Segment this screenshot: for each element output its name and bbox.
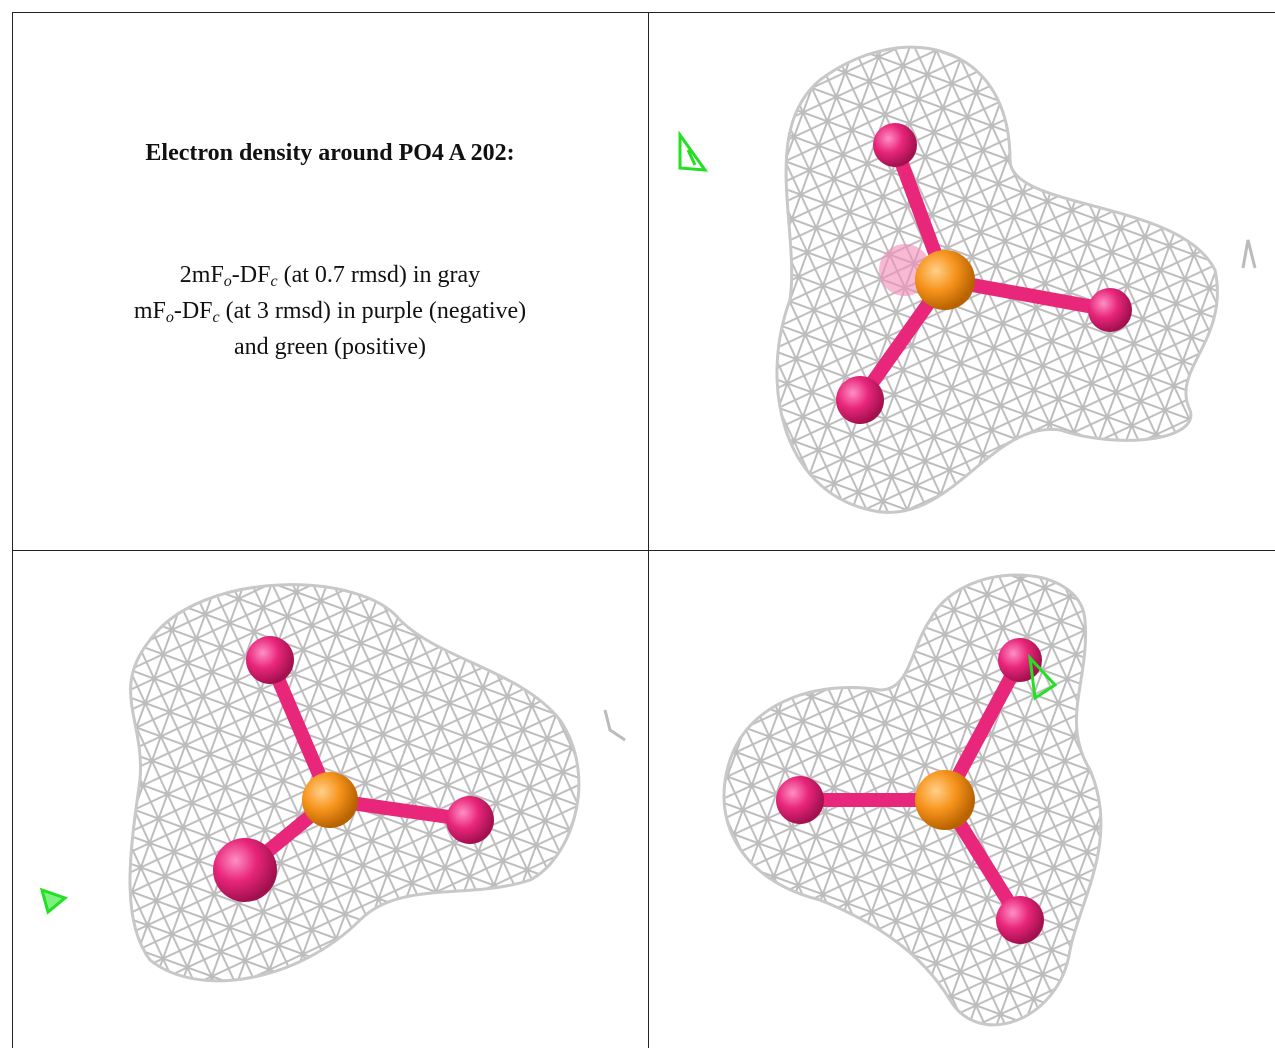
oxygen-atom — [776, 776, 824, 824]
positive-density — [1027, 653, 1058, 701]
subscript: o — [223, 273, 232, 290]
subscript: c — [270, 273, 278, 290]
table-divider-horizontal — [12, 550, 1275, 551]
density-fragment — [1241, 239, 1257, 269]
positive-density — [39, 887, 69, 915]
oxygen-atom — [836, 376, 884, 424]
oxygen-atom — [213, 838, 277, 902]
oxygen-atom — [998, 638, 1042, 682]
oxygen-atom — [873, 123, 917, 167]
caption-line: and green (positive) — [12, 329, 648, 365]
phosphorus-atom — [302, 772, 358, 828]
text: mF — [133, 298, 166, 324]
caption-line: 2mFo-DFc (at 0.7 rmsd) in gray — [12, 257, 648, 293]
oxygen-atom — [996, 896, 1044, 944]
caption-line: mFo-DFc (at 3 rmsd) in purple (negative) — [12, 293, 648, 329]
text: 2mF — [179, 262, 224, 288]
subscript: c — [212, 309, 220, 326]
table-divider-vertical — [648, 12, 649, 1048]
oxygen-atom — [446, 796, 494, 844]
caption-body: 2mFo-DFc (at 0.7 rmsd) in gray mFo-DFc (… — [12, 257, 648, 365]
density-fragment — [603, 709, 626, 742]
text: and green (positive) — [234, 334, 426, 360]
oxygen-atom — [1088, 288, 1132, 332]
subscript: o — [165, 309, 174, 326]
molecule-view — [722, 573, 1103, 1027]
text: (at 3 rmsd) in purple (negative) — [219, 298, 527, 324]
table-border-left — [12, 12, 13, 1048]
text: -DF — [231, 262, 271, 288]
density-mesh — [128, 583, 581, 983]
caption-title: Electron density around PO4 A 202: — [145, 140, 515, 166]
text: -DF — [173, 298, 213, 324]
density-mesh — [775, 45, 1219, 514]
caption-cell: Electron density around PO4 A 202: 2mFo-… — [12, 12, 648, 550]
phosphorus-atom — [915, 250, 975, 310]
phosphorus-atom — [915, 770, 975, 830]
table-border-top — [12, 12, 1275, 13]
oxygen-atom — [246, 636, 294, 684]
text: (at 0.7 rmsd) in gray — [277, 262, 481, 288]
molecule-view — [678, 45, 1257, 514]
positive-density — [678, 130, 709, 172]
molecule-view — [39, 583, 626, 983]
